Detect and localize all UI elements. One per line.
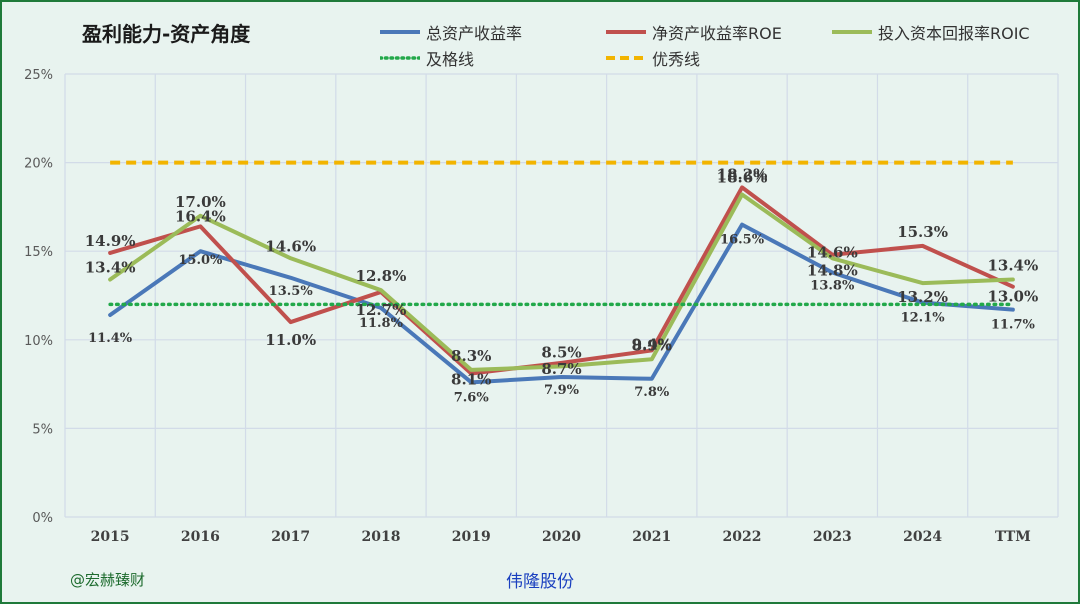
legend-swatch-pass xyxy=(380,56,420,60)
data-label: 14.6% xyxy=(265,237,316,255)
x-tick-label: 2023 xyxy=(813,529,852,545)
data-label: 12.1% xyxy=(901,311,946,326)
x-tick-label: 2016 xyxy=(181,529,220,545)
data-label: 13.2% xyxy=(897,288,948,306)
series-line-0 xyxy=(108,222,1015,385)
data-label: 11.0% xyxy=(265,331,316,349)
y-tick-label: 20% xyxy=(24,157,53,172)
y-tick-label: 25% xyxy=(24,68,53,83)
data-label: 16.4% xyxy=(175,207,226,225)
legend-label-excellent: 优秀线 xyxy=(652,50,701,69)
x-tick-label: 2024 xyxy=(903,529,942,545)
y-tick-label: 0% xyxy=(32,511,53,526)
data-label: 13.4% xyxy=(85,259,136,277)
legend-item-excellent: 优秀线 xyxy=(606,46,700,70)
series-line-2 xyxy=(108,192,1015,372)
legend-swatch-roic xyxy=(832,30,872,34)
x-tick-label: 2018 xyxy=(361,529,400,545)
legend-label-pass: 及格线 xyxy=(426,50,475,69)
data-label: 12.8% xyxy=(356,267,407,285)
chart-title: 盈利能力-资产角度 xyxy=(82,22,251,46)
data-label: 9.4% xyxy=(632,335,672,353)
data-label: 11.7% xyxy=(991,318,1036,333)
data-label: 14.8% xyxy=(807,262,858,280)
data-label: 18.2% xyxy=(717,165,768,183)
data-label: 8.7% xyxy=(541,360,581,378)
data-label: 8.3% xyxy=(451,347,491,365)
legend-item-roa: 总资产收益率 xyxy=(380,20,522,44)
data-label: 17.0% xyxy=(175,193,226,211)
data-label: 8.5% xyxy=(541,343,581,361)
legend-label-roe: 净资产收益率ROE xyxy=(652,24,782,43)
y-tick-label: 15% xyxy=(24,245,53,260)
x-tick-label: 2020 xyxy=(542,529,581,545)
data-label: 15.0% xyxy=(178,253,223,268)
data-label: 7.8% xyxy=(634,385,670,400)
series-line-1 xyxy=(108,185,1015,376)
data-label: 7.6% xyxy=(454,390,490,405)
y-tick-label: 5% xyxy=(32,422,53,437)
x-tick-label: 2022 xyxy=(723,529,762,545)
data-label: 13.0% xyxy=(987,288,1038,306)
data-label: 14.6% xyxy=(807,243,858,261)
data-label: 18.6% xyxy=(717,168,768,186)
y-tick-label: 10% xyxy=(24,334,53,349)
data-label: 15.3% xyxy=(897,223,948,241)
x-tick-label: 2021 xyxy=(632,529,671,545)
watermark: @宏赫臻财 xyxy=(70,571,146,589)
data-label: 13.8% xyxy=(810,278,855,293)
legend-label-roa: 总资产收益率 xyxy=(426,24,523,43)
x-tick-label: TTM xyxy=(995,529,1031,545)
plot-area xyxy=(65,74,1058,517)
x-tick-label: 2015 xyxy=(91,529,130,545)
data-label: 8.1% xyxy=(451,370,491,388)
data-label: 13.4% xyxy=(987,257,1038,275)
legend-swatch-roe xyxy=(606,30,646,34)
legend-swatch-roa xyxy=(380,30,420,34)
legend-item-pass: 及格线 xyxy=(380,46,474,70)
legend-swatch-excellent xyxy=(606,56,646,60)
legend-item-roic: 投入资本回报率ROIC xyxy=(832,20,1030,44)
data-label: 7.9% xyxy=(544,383,580,398)
data-label: 8.9% xyxy=(632,336,672,354)
data-label: 13.5% xyxy=(269,284,314,299)
data-label: 11.4% xyxy=(88,331,133,346)
legend-label-roic: 投入资本回报率ROIC xyxy=(878,24,1030,43)
company-name: 伟隆股份 xyxy=(506,572,574,592)
data-label: 14.9% xyxy=(85,232,136,250)
legend-item-roe: 净资产收益率ROE xyxy=(606,20,782,44)
data-label: 12.7% xyxy=(356,301,407,319)
data-label: 16.5% xyxy=(720,233,765,248)
x-tick-label: 2019 xyxy=(452,529,491,545)
data-label: 11.8% xyxy=(359,316,404,331)
x-tick-label: 2017 xyxy=(271,529,310,545)
